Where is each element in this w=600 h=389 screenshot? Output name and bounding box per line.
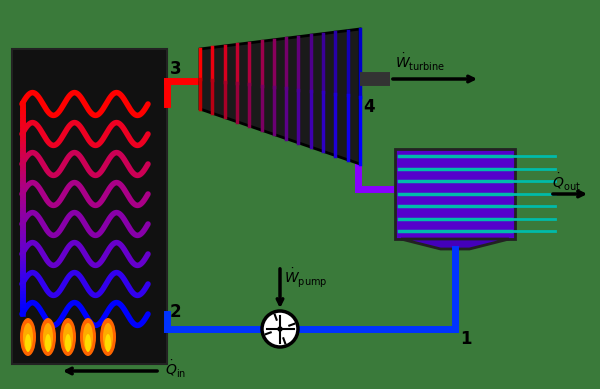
Ellipse shape [80,318,96,356]
Ellipse shape [45,334,51,352]
Polygon shape [200,29,360,164]
Text: 3: 3 [170,60,182,78]
Ellipse shape [23,323,33,351]
Bar [12,49,167,364]
Ellipse shape [105,334,111,352]
Ellipse shape [63,323,73,351]
Circle shape [262,311,298,347]
Ellipse shape [40,318,56,356]
Polygon shape [401,239,509,249]
Text: 4: 4 [363,98,374,116]
Ellipse shape [100,318,116,356]
Ellipse shape [65,334,71,352]
Ellipse shape [20,318,36,356]
Ellipse shape [103,323,113,351]
Text: $\dot{W}_{\rm turbine}$: $\dot{W}_{\rm turbine}$ [395,52,445,74]
Ellipse shape [25,334,31,352]
Circle shape [277,326,283,332]
Text: $\dot{Q}_{\rm out}$: $\dot{Q}_{\rm out}$ [552,172,581,193]
Bar [395,149,515,239]
Ellipse shape [85,334,91,352]
Ellipse shape [43,323,53,351]
Text: $\dot{Q}_{\rm in}$: $\dot{Q}_{\rm in}$ [165,359,186,380]
Text: $\dot{W}_{\rm pump}$: $\dot{W}_{\rm pump}$ [284,266,328,289]
Text: 2: 2 [170,303,182,321]
Text: 1: 1 [460,330,472,348]
Ellipse shape [60,318,76,356]
Ellipse shape [83,323,93,351]
